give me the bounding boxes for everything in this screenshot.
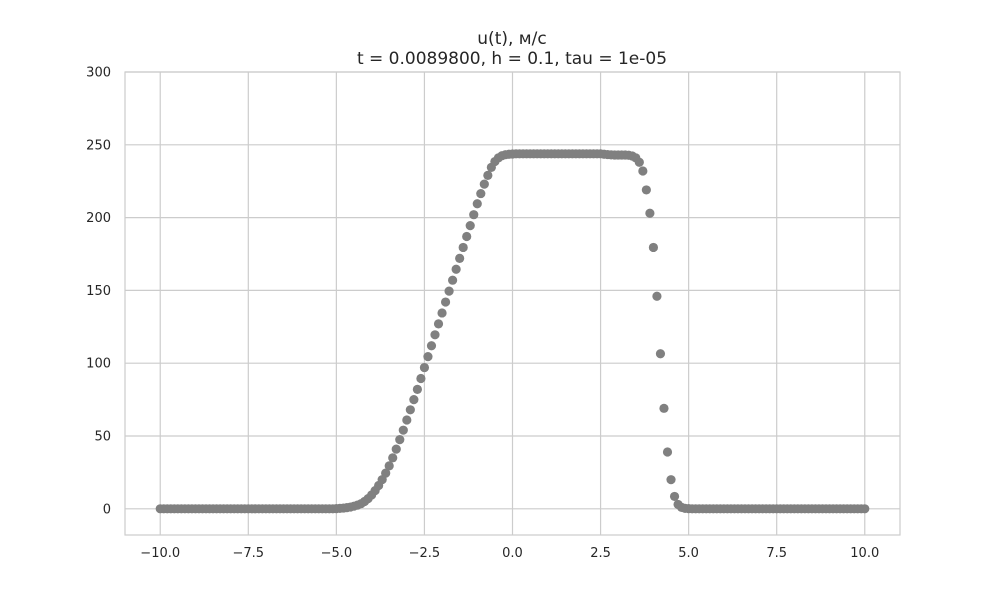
data-point [416,373,426,384]
data-point [469,210,479,220]
x-tick-label: 0.0 [502,546,523,561]
data-point [662,447,673,457]
data-point [423,352,433,362]
data-point [381,468,391,478]
x-tick-label: 2.5 [590,546,611,561]
data-point [405,405,415,415]
data-point [462,231,472,242]
x-tick-label: 7.5 [766,546,787,561]
data-point [638,166,648,176]
grid-lines [125,71,900,535]
y-tick-label: 100 [86,357,111,372]
chart-subtitle: t = 0.0089800, h = 0.1, tau = 1e-05 [357,49,667,69]
data-point [476,188,486,199]
data-point [430,330,440,340]
data-point [472,199,482,209]
plot-frame [124,71,901,536]
y-tick-label: 300 [86,66,111,81]
data-point [395,435,405,445]
x-tick-label: 5.0 [678,546,699,561]
data-point [666,475,676,485]
x-tick-label: 10.0 [850,546,879,561]
x-axis-ticks: −10.0 −7.5 −5.0 −2.5 0.0 2.5 5.0 7.5 10.0 [140,546,879,561]
y-tick-label: 0 [103,502,111,517]
chart-title: u(t), м/с [477,29,546,49]
data-point [426,341,437,351]
y-tick-label: 250 [86,138,111,153]
data-point [645,208,655,218]
y-tick-label: 150 [86,284,111,299]
data-point [669,491,680,502]
data-point [655,349,666,359]
data-point [659,403,669,413]
data-point [419,362,430,373]
data-point [458,242,468,253]
data-point [384,461,394,471]
data-point [409,394,419,405]
data-point [860,504,870,514]
data-point [465,221,475,231]
y-axis-ticks: 0 50 100 150 200 250 300 [86,66,111,518]
data-point [437,308,447,318]
x-tick-label: −5.0 [321,546,353,561]
y-tick-label: 50 [94,429,111,444]
data-point [483,170,493,180]
data-point [444,286,454,296]
x-tick-label: −7.5 [233,546,265,561]
data-point [412,384,422,394]
data-point [451,264,461,274]
data-point [402,415,412,425]
data-point [388,453,398,463]
x-tick-label: −10.0 [140,546,180,561]
data-point [398,425,408,435]
data-point [634,157,644,167]
data-point [440,297,451,307]
data-point [391,444,401,454]
y-tick-label: 200 [86,211,111,226]
x-tick-label: −2.5 [409,546,441,561]
data-point [433,319,444,329]
data-point [648,242,659,253]
data-point [448,275,458,285]
data-point [652,291,662,301]
data-point [641,185,651,195]
data-point [455,253,465,263]
data-points [155,149,870,514]
data-point [479,179,489,189]
